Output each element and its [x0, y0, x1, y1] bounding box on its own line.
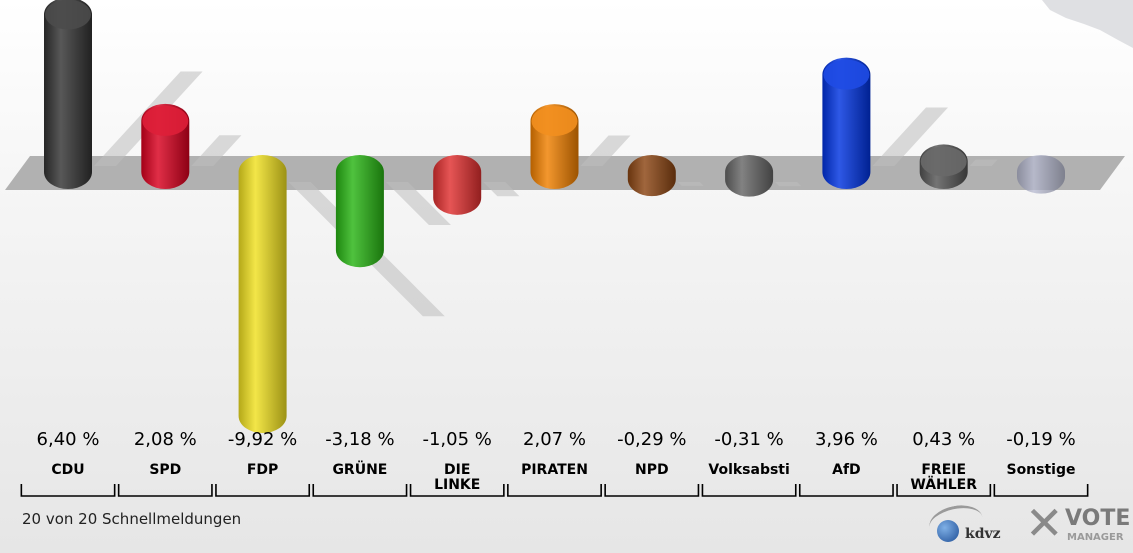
category-label: SPD [149, 462, 181, 478]
votemanager-x-icon: ✕ [1025, 496, 1064, 550]
category-bracket [20, 484, 116, 497]
bar-shadow [677, 182, 704, 186]
bar-shadow [385, 182, 451, 226]
bar-cap [142, 105, 189, 136]
bar-cap [823, 59, 870, 90]
category-label: AfD [832, 462, 861, 478]
category-bracket [409, 484, 505, 497]
category-label: LINKE [434, 477, 480, 493]
category-label: WÄHLER [910, 476, 977, 493]
bar-shadow [872, 107, 948, 166]
value-label: -1,05 % [422, 429, 491, 450]
bar-cap [920, 146, 967, 177]
bar [725, 155, 774, 197]
category-bracket [798, 484, 894, 497]
category-label: PIRATEN [521, 462, 588, 478]
category-label: DIE [444, 462, 470, 478]
category-label: GRÜNE [332, 460, 387, 478]
value-label: -9,92 % [228, 429, 297, 450]
category-label: NPD [635, 462, 669, 478]
category-bracket [215, 484, 311, 497]
value-label: 0,43 % [912, 429, 975, 450]
category-label: Volksabsti [708, 462, 789, 478]
bar [335, 155, 384, 268]
category-label: Sonstige [1006, 462, 1075, 478]
category-bracket [604, 484, 700, 497]
map-silhouette-icon [1042, 0, 1133, 48]
bar-shadow [969, 159, 998, 166]
bar-cap [531, 106, 578, 137]
votemanager-logo-subtext: MANAGER [1067, 532, 1124, 543]
value-label: -0,29 % [617, 429, 686, 450]
value-label: -0,19 % [1006, 429, 1075, 450]
footnote: 20 von 20 Schnellmeldungen [22, 510, 242, 528]
bar-shadow [191, 135, 242, 166]
category-label: FREIE [921, 462, 966, 478]
bar-shadow [580, 135, 631, 166]
value-label: 2,07 % [523, 429, 586, 450]
bar [44, 0, 92, 189]
value-label: 3,96 % [815, 429, 878, 450]
value-label: -0,31 % [714, 429, 783, 450]
logos: kdvz ✕ VOTE MANAGER [925, 496, 1133, 553]
category-bracket [896, 484, 992, 497]
value-label: -3,18 % [325, 429, 394, 450]
bar-shadow [483, 182, 520, 197]
votemanager-logo-text: VOTE [1065, 506, 1131, 531]
bar [238, 155, 287, 434]
bar-shadow [775, 182, 802, 187]
bar [433, 155, 482, 215]
category-label: FDP [247, 462, 278, 478]
kdvz-logo-text: kdvz [965, 526, 1001, 542]
category-bracket [993, 484, 1089, 497]
bar [1017, 155, 1065, 194]
value-label: 2,08 % [134, 429, 197, 450]
category-bracket [701, 484, 797, 497]
kdvz-logo-icon [937, 520, 959, 542]
category-bracket [507, 484, 602, 497]
category-bracket [117, 484, 213, 497]
bar [627, 155, 676, 197]
bar-cap [45, 0, 91, 30]
category-label: CDU [51, 462, 84, 478]
value-label: 6,40 % [37, 429, 100, 450]
bar [822, 57, 871, 190]
category-bracket [312, 484, 408, 497]
